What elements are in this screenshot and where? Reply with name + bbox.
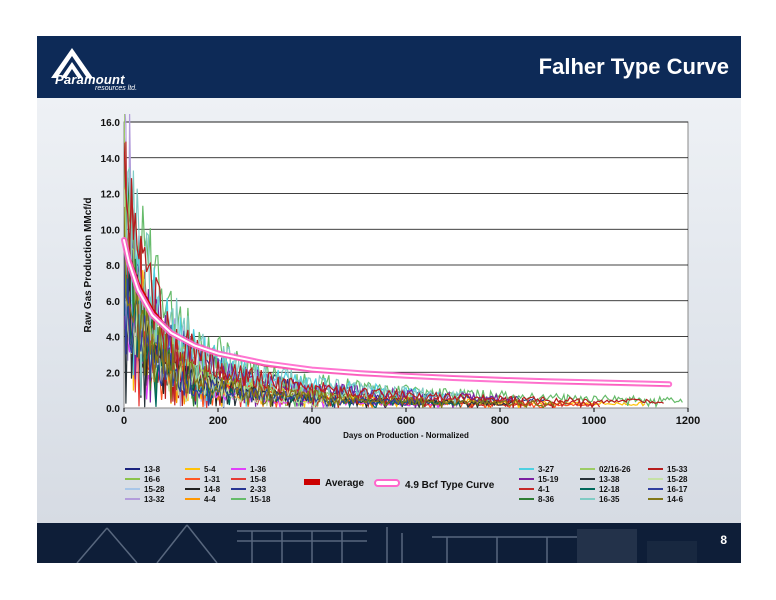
- y-axis-label: Raw Gas Production MMcf/d: [83, 197, 94, 332]
- legend-label: 02/16-26: [599, 465, 631, 474]
- y-tick-label: 8.0: [106, 261, 120, 272]
- legend-label: 16-6: [144, 475, 161, 484]
- legend-label-average: Average: [325, 478, 365, 489]
- x-tick-label: 600: [397, 415, 415, 427]
- page-number: 8: [720, 533, 727, 547]
- legend-swatch-average: [304, 479, 320, 485]
- legend-label: 1-36: [250, 465, 267, 474]
- y-tick-label: 4.0: [106, 333, 120, 344]
- y-tick-label: 10.0: [101, 225, 121, 236]
- legend-label: 13-8: [144, 465, 161, 474]
- x-tick-label: 200: [209, 415, 227, 427]
- legend-label: 15-8: [250, 475, 267, 484]
- well-series-23: [124, 206, 555, 408]
- x-tick-label: 800: [491, 415, 509, 427]
- legend-label: 13-38: [599, 475, 620, 484]
- legend-label: 13-32: [144, 495, 165, 504]
- legend-label: 15-19: [538, 475, 559, 484]
- x-tick-label: 0: [121, 415, 127, 427]
- legend-label-type-curve: 4.9 Bcf Type Curve: [405, 480, 495, 491]
- y-tick-label: 16.0: [101, 118, 121, 129]
- legend-label: 12-18: [599, 485, 620, 494]
- legend-label: 16-17: [667, 485, 688, 494]
- well-series-22: [124, 254, 424, 408]
- y-tick-label: 12.0: [101, 190, 121, 201]
- legend-label: 4-4: [204, 495, 216, 504]
- legend-label: 4-1: [538, 485, 550, 494]
- x-tick-label: 1200: [676, 415, 700, 427]
- legend-label: 1-31: [204, 475, 221, 484]
- type-curve-highlight: [123, 239, 671, 386]
- x-tick-label: 1000: [582, 415, 606, 427]
- legend-label: 15-18: [250, 495, 271, 504]
- well-series-18: [124, 259, 462, 408]
- legend-label: 8-36: [538, 495, 555, 504]
- x-axis-label: Days on Production - Normalized: [343, 431, 469, 440]
- x-tick-label: 400: [303, 415, 321, 427]
- slide-title: Falher Type Curve: [538, 54, 729, 79]
- legend-label: 15-28: [144, 485, 165, 494]
- footer-industrial-image: [37, 523, 741, 563]
- y-tick-label: 2.0: [106, 368, 120, 379]
- chart: 0.0 2.0 4.0 6.0 8.0 10.0 12.0 14.0 16.0 0 200 400 60…: [83, 114, 700, 504]
- legend-label: 15-33: [667, 465, 688, 474]
- chart-area: 0.0 2.0 4.0 6.0 8.0 10.0 12.0 14.0 16.0 0 200 400 60…: [37, 98, 741, 523]
- legend-label: 14-6: [667, 495, 684, 504]
- logo-subtext: resources ltd.: [95, 85, 138, 92]
- legend-label: 15-28: [667, 475, 688, 484]
- y-tick-label: 0.0: [106, 404, 120, 415]
- y-tick-label: 6.0: [106, 297, 120, 308]
- legend-label: 2-33: [250, 485, 267, 494]
- well-traces: [124, 114, 683, 408]
- slide: Paramount resources ltd. Falher Type Cur…: [37, 36, 741, 563]
- legend-label: 16-35: [599, 495, 620, 504]
- slide-header: Paramount resources ltd. Falher Type Cur…: [37, 36, 741, 98]
- legend-swatch-type-curve: [374, 479, 400, 487]
- legend-label: 3-27: [538, 465, 555, 474]
- well-series-20: [124, 142, 664, 408]
- paramount-logo-icon: [51, 48, 93, 78]
- y-tick-label: 14.0: [101, 154, 121, 165]
- slide-footer: 8: [37, 523, 741, 563]
- legend-label: 14-8: [204, 485, 221, 494]
- logo-text: Paramount: [55, 72, 125, 87]
- legend-label: 5-4: [204, 465, 216, 474]
